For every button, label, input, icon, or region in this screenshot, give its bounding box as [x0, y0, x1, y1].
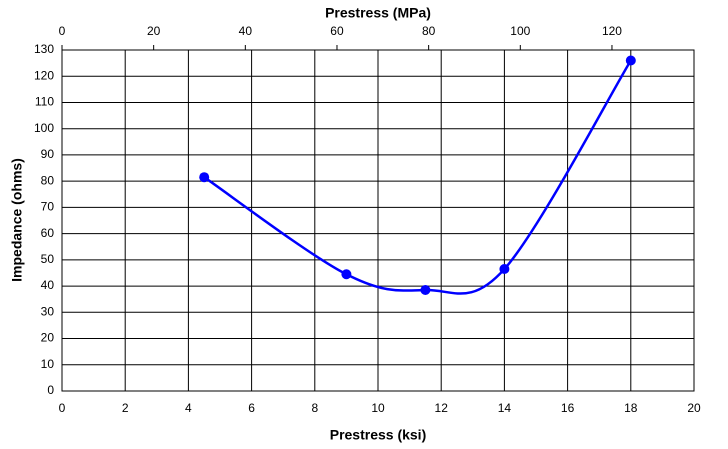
- x2-tick-label: 20: [147, 24, 161, 38]
- y-tick-label: 120: [34, 68, 54, 82]
- data-point: [499, 264, 510, 275]
- y-tick-label: 70: [41, 200, 55, 214]
- y-tick-label: 130: [34, 42, 54, 56]
- y-tick-label: 40: [41, 278, 55, 292]
- x-axis-title: Prestress (ksi): [330, 427, 427, 443]
- x2-tick-label: 60: [330, 24, 344, 38]
- y-tick-label: 90: [41, 147, 55, 161]
- y-tick-label: 30: [41, 304, 55, 318]
- y-tick-label: 110: [35, 95, 54, 109]
- x-tick-label: 10: [371, 401, 385, 415]
- x-tick-label: 16: [561, 401, 575, 415]
- y-tick-label: 80: [41, 173, 55, 187]
- plot-frame: [61, 49, 695, 392]
- x-tick-label: 18: [624, 401, 638, 415]
- y-tick-label: 0: [47, 383, 54, 397]
- data-line: [203, 59, 632, 295]
- data-point: [625, 55, 636, 66]
- x-tick-label: 20: [687, 401, 701, 415]
- y-tick-label: 10: [41, 357, 55, 371]
- x2-tick-label: 40: [239, 24, 253, 38]
- y-tick-label: 100: [34, 121, 54, 135]
- y-tick-label: 60: [41, 226, 55, 240]
- y-tick-label: 50: [41, 252, 55, 266]
- y-tick-label: 20: [41, 331, 55, 345]
- x-tick-label: 12: [435, 401, 449, 415]
- x-tick-label: 2: [122, 401, 129, 415]
- data-point: [341, 269, 352, 280]
- x-tick-label: 6: [248, 401, 255, 415]
- data-point: [199, 172, 210, 183]
- x-tick-label: 0: [59, 401, 66, 415]
- x2-axis-title: Prestress (MPa): [325, 5, 431, 21]
- x2-tick-label: 120: [602, 24, 622, 38]
- x2-tick-label: 80: [422, 24, 436, 38]
- x-tick-label: 8: [311, 401, 318, 415]
- x-tick-label: 4: [185, 401, 192, 415]
- data-point: [420, 285, 431, 296]
- y-axis-title: Impedance (ohms): [9, 158, 25, 282]
- x-tick-label: 14: [498, 401, 512, 415]
- x2-tick-label: 0: [59, 24, 66, 38]
- x2-tick-label: 100: [510, 24, 530, 38]
